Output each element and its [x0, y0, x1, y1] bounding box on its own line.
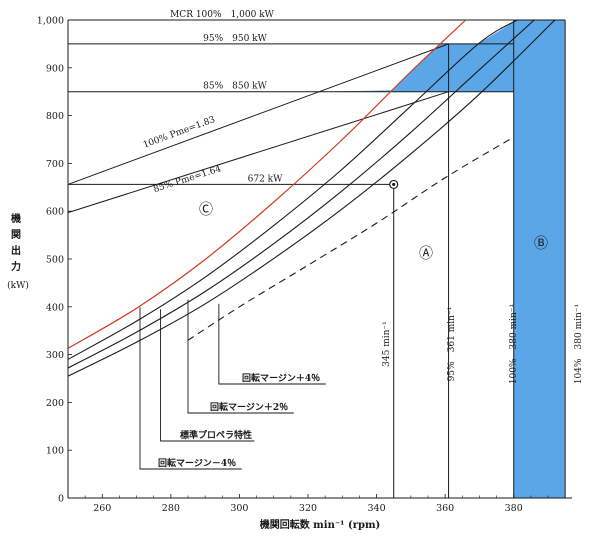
rpm-label: 95% 361 min⁻¹ [447, 307, 457, 382]
y-tick-label: 1,000 [37, 16, 64, 27]
y-tick-label: 300 [46, 350, 64, 361]
rating-label: 672 kW [248, 174, 283, 184]
pme-line [67, 43, 449, 185]
x-tick-label: 260 [93, 503, 111, 514]
y-axis-char: 機 [11, 212, 21, 225]
y-tick-label: 200 [46, 398, 64, 409]
rating-label: 85% 850 kW [203, 82, 267, 92]
pme-line [67, 91, 449, 214]
y-axis-char: 力 [11, 260, 21, 273]
propeller-curves [68, 20, 556, 377]
x-tick-label: 360 [436, 503, 454, 514]
callout-leader [139, 307, 242, 470]
legend-label: 回転マージン＋2％ [210, 401, 288, 413]
region-marker: Ⓒ [199, 202, 213, 218]
rating-label: MCR 100% 1,000 kW [170, 10, 275, 20]
y-tick-label: 500 [46, 255, 64, 266]
y-axis-char: 関 [11, 229, 21, 241]
shade-band-upper [448, 20, 514, 92]
y-tick-label: 600 [46, 207, 64, 218]
rpm-label: 345 min⁻¹ [382, 321, 392, 367]
callout-leader [160, 309, 255, 442]
region-marker: Ⓐ [419, 246, 433, 262]
y-tick-label: 800 [46, 111, 64, 122]
x-tick-label: 340 [368, 503, 386, 514]
series-curve [68, 20, 556, 377]
rating-label: 95% 950 kW [203, 34, 267, 44]
series-curve [68, 20, 467, 349]
y-tick-label: 400 [46, 302, 64, 313]
x-axis-title: 機関回転数 min⁻¹ (rpm) [260, 518, 381, 531]
y-axis-unit: (kW) [7, 280, 29, 291]
series-curve [68, 20, 535, 369]
callout-leader [218, 303, 326, 385]
y-tick-label: 0 [58, 494, 64, 505]
pme-label: 85% Pme=1.64 [152, 164, 222, 195]
x-tick-label: 280 [162, 503, 180, 514]
x-tick-label: 320 [299, 503, 317, 514]
rpm-label: 104% 380 min⁻¹ [574, 304, 584, 384]
x-tick-label: 300 [230, 503, 248, 514]
shaded-operating-band [319, 20, 566, 498]
series-curve [68, 20, 518, 360]
y-tick-label: 900 [46, 63, 64, 74]
legend-label: 標準プロペラ特性 [180, 429, 252, 441]
y-axis-char: 出 [11, 244, 21, 257]
y-tick-label: 100 [46, 446, 64, 457]
x-tick-label: 380 [505, 503, 523, 514]
shade-wedge [319, 43, 449, 92]
legend-label: 回転マージン－4％ [158, 457, 236, 469]
axes [67, 19, 572, 499]
legend-label: 回転マージン＋4％ [242, 372, 320, 384]
region-marker: Ⓑ [534, 236, 548, 252]
callout-leader [187, 299, 294, 414]
y-tick-label: 700 [46, 159, 64, 170]
shade-band-b [513, 20, 566, 498]
pme-label: 100% Pme=1.83 [142, 115, 217, 151]
reference-lines [67, 19, 566, 498]
operating-point-center [392, 182, 396, 187]
series-curve [187, 136, 514, 341]
rpm-label: 100% 380 min⁻¹ [509, 304, 519, 384]
